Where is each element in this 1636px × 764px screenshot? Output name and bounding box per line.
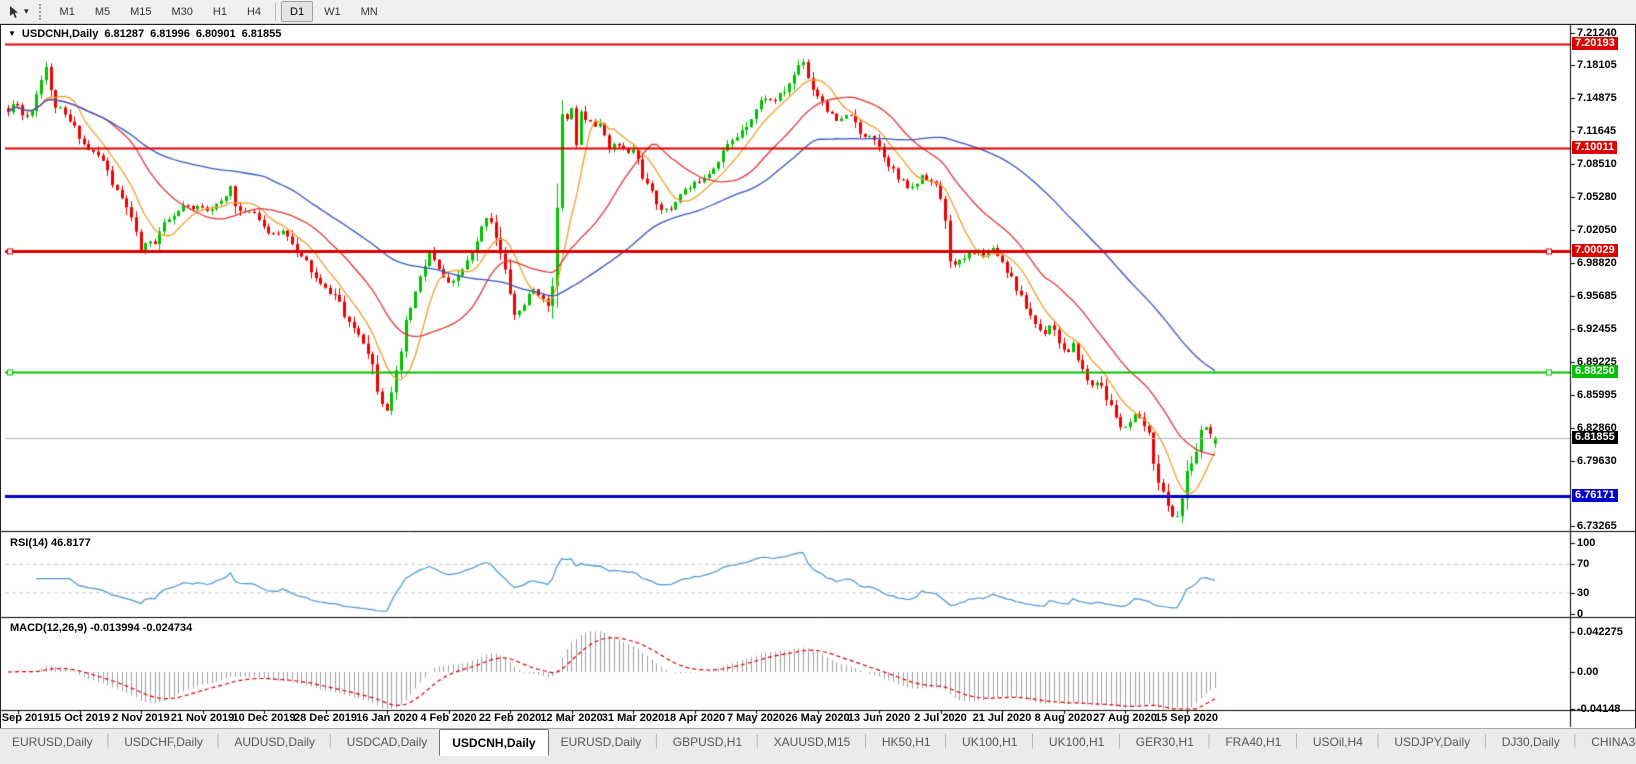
chart-open-value: 6.81287 xyxy=(104,27,145,40)
tab-divider: │ xyxy=(1571,734,1580,748)
tab-audusd-daily[interactable]: AUDUSD,Daily xyxy=(234,735,316,749)
tab-usdcnh-daily[interactable]: USDCNH,Daily xyxy=(439,729,549,756)
tab-usoil-h4[interactable]: USOil,H4 xyxy=(1312,735,1363,749)
chart-symbol-label: USDCNH,Daily xyxy=(21,27,99,40)
chart-close-value: 6.81855 xyxy=(241,27,282,40)
tab-ger30-h1[interactable]: GER30,H1 xyxy=(1135,735,1194,749)
tab-divider: │ xyxy=(862,734,870,748)
tab-xauusd-m15[interactable]: XAUUSD,M15 xyxy=(773,735,851,749)
tab-china300-h1[interactable]: CHINA300,H1 xyxy=(1591,735,1636,749)
tab-divider: │ xyxy=(754,734,762,748)
tab-usdcad-daily[interactable]: USDCAD,Daily xyxy=(346,735,428,749)
tab-eurusd-daily[interactable]: EURUSD,Daily xyxy=(12,735,93,749)
tab-divider: │ xyxy=(1482,734,1490,748)
tab-divider: │ xyxy=(1029,734,1037,748)
tab-divider: │ xyxy=(214,734,223,748)
tab-uk100-h1[interactable]: UK100,H1 xyxy=(962,735,1018,749)
chart-title-bar: ▼ USDCNH,Daily 6.81287 6.81996 6.80901 6… xyxy=(8,27,287,40)
chart-low-value: 6.80901 xyxy=(195,27,236,40)
macd-indicator-label: MACD(12,26,9) -0.013994 -0.024734 xyxy=(10,622,193,634)
tab-divider: │ xyxy=(327,734,335,748)
tab-eurusd-daily[interactable]: EURUSD,Daily xyxy=(560,735,642,749)
tab-divider: │ xyxy=(942,734,951,748)
chart-high-value: 6.81996 xyxy=(150,27,190,40)
tab-divider: │ xyxy=(1374,734,1383,748)
tab-divider: │ xyxy=(1293,734,1301,748)
tab-hk50-h1[interactable]: HK50,H1 xyxy=(881,735,931,749)
tab-gbpusd-h1[interactable]: GBPUSD,H1 xyxy=(672,735,743,749)
collapse-chart-icon[interactable]: ▼ xyxy=(8,29,16,38)
rsi-indicator-label: RSI(14) 46.8177 xyxy=(10,537,91,549)
tab-fra40-h1[interactable]: FRA40,H1 xyxy=(1225,735,1282,749)
tab-uk100-h1[interactable]: UK100,H1 xyxy=(1048,735,1105,749)
tab-divider: │ xyxy=(1116,734,1124,748)
tab-usdjpy-daily[interactable]: USDJPY,Daily xyxy=(1394,735,1471,749)
tab-dj30-daily[interactable]: DJ30,Daily xyxy=(1501,735,1560,749)
symbol-tab-bar: EURUSD,Daily │ USDCHF,Daily │ AUDUSD,Daily │ U… xyxy=(0,728,1636,764)
tab-divider: │ xyxy=(104,734,113,748)
tab-usdchf-daily[interactable]: USDCHF,Daily xyxy=(124,735,203,749)
tab-divider: │ xyxy=(1205,734,1214,748)
tab-divider: │ xyxy=(653,734,661,748)
